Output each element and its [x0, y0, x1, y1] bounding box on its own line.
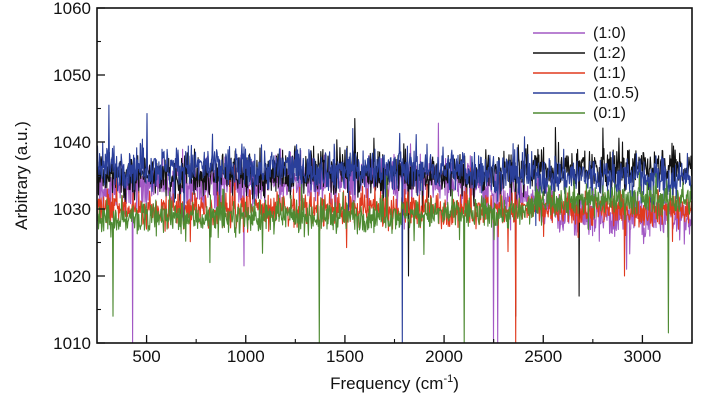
x-tick-label: 500 [132, 347, 160, 366]
x-axis-title-close: ) [453, 374, 459, 393]
legend-label: (1:1) [593, 65, 626, 82]
x-tick-label: 3000 [624, 347, 662, 366]
x-tick-label: 2000 [425, 347, 463, 366]
x-tick-label: 1500 [326, 347, 364, 366]
legend-label: (1:0) [593, 25, 626, 42]
y-tick-label: 1040 [53, 133, 91, 152]
series-line-0-1 [97, 172, 692, 343]
y-tick-label: 1010 [53, 334, 91, 353]
y-axis-title: Arbitrary (a.u.) [12, 121, 31, 230]
x-axis-title-text: Frequency (cm [330, 374, 443, 393]
x-axis-title-superscript: -1 [443, 373, 453, 385]
y-tick-label: 1030 [53, 200, 91, 219]
legend-label: (1:0.5) [593, 85, 639, 102]
legend-background [529, 21, 686, 127]
series-line-1-0.5 [97, 104, 692, 343]
x-tick-label: 1000 [227, 347, 265, 366]
legend-label: (1:2) [593, 45, 626, 62]
x-tick-label: 2500 [524, 347, 562, 366]
legend-label: (0:1) [593, 105, 626, 122]
series-layer [97, 104, 692, 343]
legend: (1:0) (1:2) (1:1) (1:0.5) (0:1) [529, 21, 686, 127]
y-tick-label: 1050 [53, 66, 91, 85]
y-tick-label: 1060 [53, 0, 91, 18]
tick-layer: 500 1000 1500 2000 2500 3000 1010 1020 1030 1040 1… [53, 0, 693, 366]
y-tick-label: 1020 [53, 267, 91, 286]
x-axis-title: Frequency (cm-1) [330, 373, 459, 393]
